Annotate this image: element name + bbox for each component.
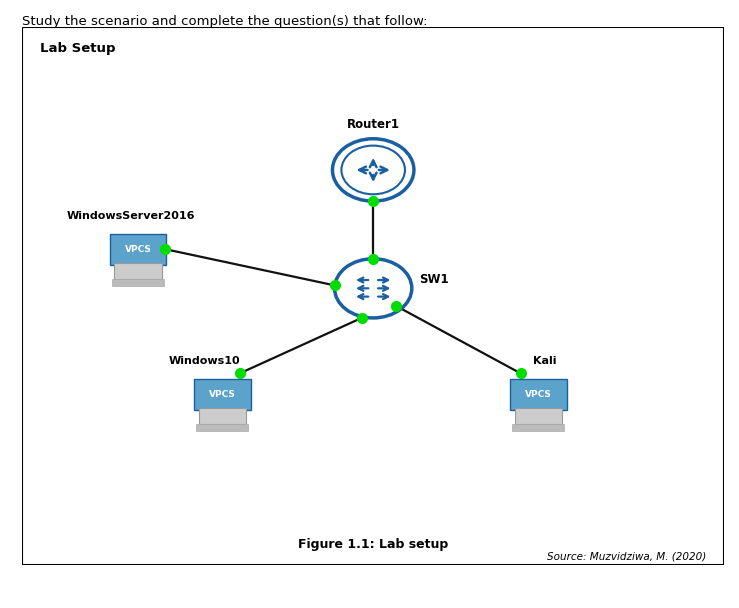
Text: Figure 1.1: Lab setup: Figure 1.1: Lab setup [298, 539, 449, 551]
FancyBboxPatch shape [197, 424, 248, 431]
Text: WindowsServer2016: WindowsServer2016 [67, 211, 195, 221]
Text: Lab Setup: Lab Setup [40, 43, 115, 55]
FancyBboxPatch shape [199, 409, 246, 424]
FancyBboxPatch shape [112, 279, 164, 286]
Text: Windows10: Windows10 [169, 356, 240, 367]
FancyBboxPatch shape [194, 379, 251, 410]
Text: Source: Muzvidziwa, M. (2020): Source: Muzvidziwa, M. (2020) [548, 551, 706, 561]
Text: Router1: Router1 [347, 118, 400, 131]
Text: Study the scenario and complete the question(s) that follow:: Study the scenario and complete the ques… [22, 15, 428, 28]
FancyBboxPatch shape [512, 424, 564, 431]
Circle shape [341, 145, 405, 195]
Text: VPCS: VPCS [125, 245, 151, 254]
Text: VPCS: VPCS [209, 390, 236, 399]
Text: Kali: Kali [534, 356, 557, 367]
FancyBboxPatch shape [514, 409, 562, 424]
Text: VPCS: VPCS [525, 390, 551, 399]
FancyBboxPatch shape [109, 234, 166, 265]
FancyBboxPatch shape [510, 379, 567, 410]
FancyBboxPatch shape [115, 263, 162, 279]
Text: SW1: SW1 [419, 273, 449, 286]
Circle shape [333, 139, 414, 201]
Circle shape [335, 259, 412, 318]
